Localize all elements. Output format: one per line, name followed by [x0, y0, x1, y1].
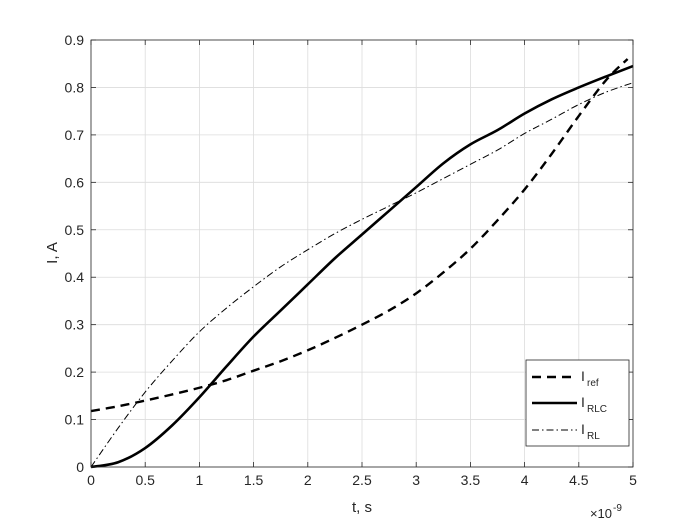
- x-tick-label: 3.5: [461, 472, 481, 488]
- y-tick-label: 0.9: [65, 32, 85, 48]
- x-tick-label: 0: [87, 472, 95, 488]
- legend-label-rlc-main: I: [581, 394, 585, 410]
- legend-label-ref-main: I: [581, 368, 585, 384]
- x-tick-label: 0.5: [135, 472, 155, 488]
- x-tick-labels: 0 0.5 1 1.5 2 2.5 3 3.5 4 4.5 5: [87, 472, 637, 488]
- x-tick-label: 1.5: [244, 472, 264, 488]
- ticks: [90, 39, 634, 468]
- x-tick-label: 2.5: [352, 472, 372, 488]
- legend: I ref I RLC I RL: [525, 359, 630, 447]
- x-tick-label: 3: [412, 472, 420, 488]
- x-exponent-base: ×10: [590, 506, 612, 521]
- x-tick-label: 5: [629, 472, 637, 488]
- y-tick-label: 0.3: [65, 317, 85, 333]
- legend-label-rl-main: I: [581, 421, 585, 437]
- x-tick-label: 2: [304, 472, 312, 488]
- y-tick-label: 0.6: [65, 174, 85, 190]
- series-line-ref: [90, 58, 629, 413]
- legend-label-ref-sub: ref: [587, 378, 599, 389]
- y-tick-label: 0.7: [65, 127, 85, 143]
- y-tick-label: 0.2: [65, 364, 85, 380]
- y-tick-label: 0: [76, 459, 84, 475]
- y-tick-label: 0.5: [65, 222, 85, 238]
- y-tick-label: 0.8: [65, 79, 85, 95]
- x-exponent-power: -9: [613, 503, 622, 514]
- legend-label-rlc-sub: RLC: [587, 404, 607, 415]
- series-line-rlc: [90, 64, 634, 469]
- series-group: [90, 58, 634, 469]
- series-line-rl: [90, 82, 634, 468]
- y-tick-label: 0.4: [65, 269, 85, 285]
- x-tick-label: 4.5: [569, 472, 589, 488]
- x-tick-label: 1: [196, 472, 204, 488]
- y-tick-labels: 0 0.1 0.2 0.3 0.4 0.5 0.6 0.7 0.8 0.9: [65, 32, 85, 475]
- x-axis-label: t, s: [352, 499, 372, 516]
- y-axis-label: I, A: [44, 242, 61, 264]
- x-tick-label: 4: [521, 472, 529, 488]
- y-tick-label: 0.1: [65, 412, 85, 428]
- legend-label-rl-sub: RL: [587, 431, 600, 442]
